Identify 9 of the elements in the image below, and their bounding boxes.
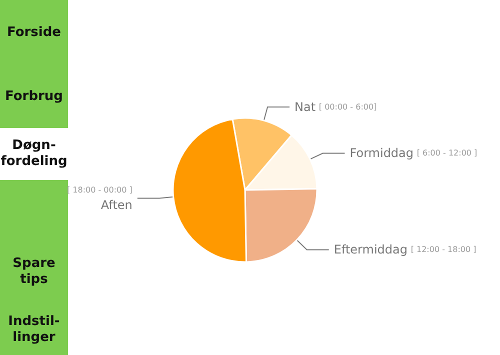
slice-label: Formiddag [ 6:00 - 12:00 ] xyxy=(350,146,478,160)
text: Indstil- linger xyxy=(7,313,61,347)
slice-label: [ 18:00 - 00:00 ] Aften xyxy=(66,186,132,212)
text: Spare tips xyxy=(12,255,56,289)
slice-label: Nat [ 00:00 - 6:00] xyxy=(294,100,377,114)
slice-label: Eftermiddag [ 12:00 - 18:00 ] xyxy=(334,242,476,257)
text: Forbrug xyxy=(4,88,64,106)
text: Forside xyxy=(6,24,62,42)
text: Døgn- fordeling xyxy=(0,128,68,180)
